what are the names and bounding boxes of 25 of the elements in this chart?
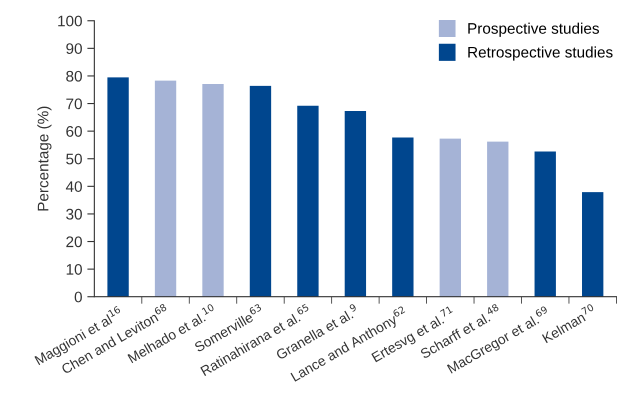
y-tick-label: 80: [66, 70, 82, 82]
bar: [534, 152, 556, 297]
y-axis-title: Percentage (%): [37, 106, 52, 211]
y-tick-label: 0: [74, 292, 82, 302]
bar: [154, 80, 176, 297]
bar: [582, 192, 604, 297]
bar: [392, 137, 414, 297]
y-tick-label: 30: [66, 208, 82, 220]
y-tick-label: 70: [66, 98, 82, 110]
bar: [440, 138, 461, 297]
y-tick-label: 20: [66, 236, 82, 248]
y-tick-label: 40: [66, 181, 82, 192]
legend-label: Retrospective studies: [468, 46, 613, 61]
bar: [250, 86, 272, 297]
y-tick-label: 90: [66, 43, 82, 54]
bar: [487, 142, 508, 297]
y-tick-label: 60: [66, 126, 82, 137]
bar: [297, 106, 319, 297]
bar: [107, 77, 129, 297]
y-tick-label: 100: [58, 16, 82, 26]
y-tick-label: 10: [66, 264, 82, 275]
y-tick-label: 50: [66, 154, 82, 164]
legend-label: Prospective studies: [468, 22, 599, 37]
bar: [344, 110, 366, 297]
bar: [202, 84, 224, 297]
